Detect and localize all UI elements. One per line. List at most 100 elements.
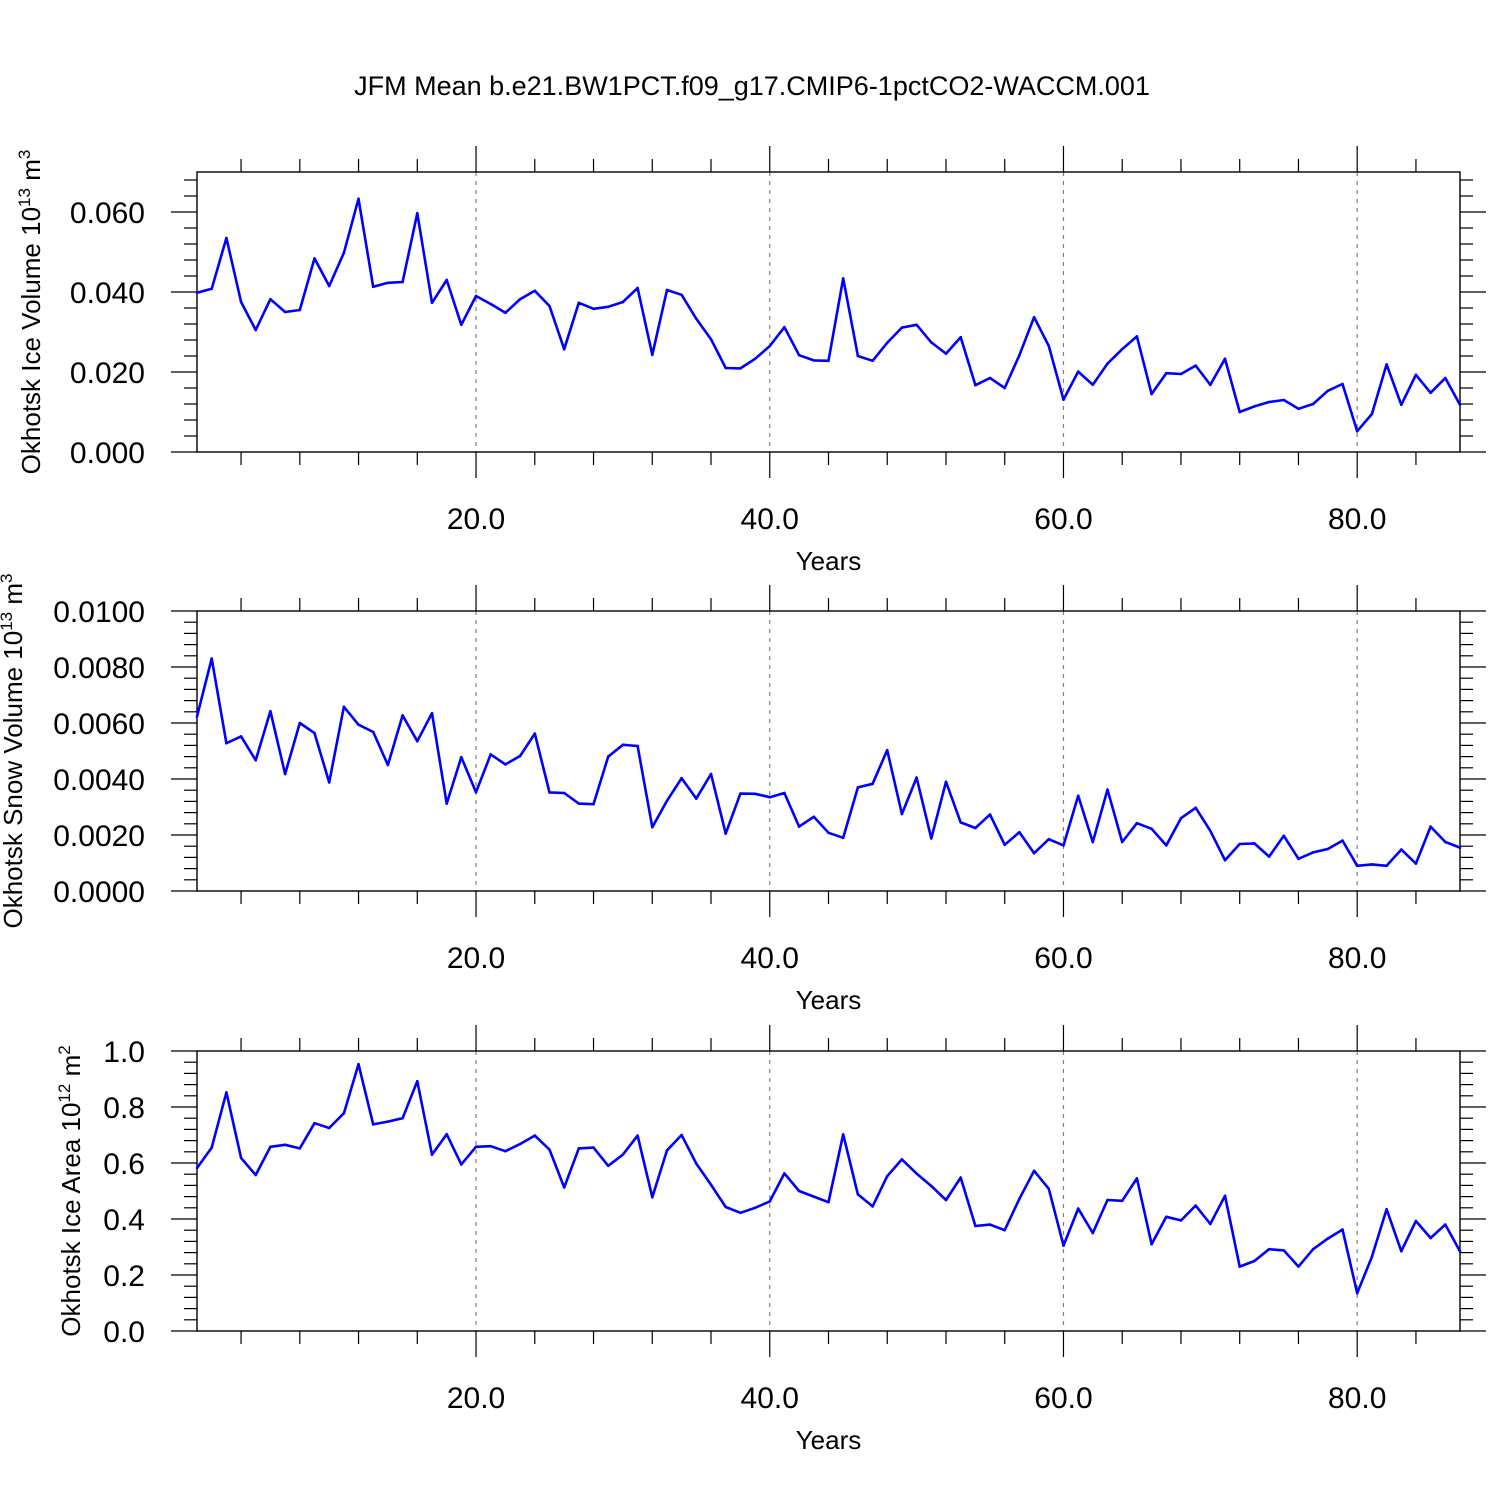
data-point (1032, 1169, 1036, 1173)
data-point (327, 284, 331, 288)
data-point (489, 1144, 493, 1148)
data-point (988, 1223, 992, 1226)
data-point (327, 1126, 331, 1130)
data-point (357, 1062, 360, 1066)
data-point (651, 353, 654, 357)
data-point (915, 776, 918, 779)
data-point (1385, 1207, 1388, 1211)
data-point (254, 328, 257, 332)
data-point (753, 357, 757, 361)
data-point (1326, 389, 1330, 393)
data-point (724, 366, 727, 370)
data-point (1120, 840, 1124, 844)
data-point (1282, 398, 1286, 402)
data-point (533, 732, 537, 735)
data-point (592, 802, 595, 806)
data-point (269, 1145, 272, 1149)
data-point (885, 748, 889, 752)
data-point (651, 825, 654, 829)
y-axis-label-exponent: 13 (15, 188, 34, 207)
data-point (401, 280, 404, 284)
data-point (944, 780, 948, 784)
data-point (1311, 1247, 1315, 1251)
data-point (1018, 1197, 1021, 1201)
data-point (269, 297, 272, 301)
data-point (900, 1158, 904, 1161)
data-point (974, 1224, 977, 1228)
data-point (210, 287, 213, 291)
data-point (1444, 1223, 1447, 1226)
data-point (1267, 855, 1271, 858)
data-point (313, 1121, 316, 1125)
data-point (606, 305, 610, 309)
data-point (254, 758, 257, 762)
data-point (724, 832, 727, 835)
y-axis-label-unit-exponent: 3 (15, 150, 34, 159)
data-point (812, 359, 816, 362)
data-point (827, 359, 830, 363)
y-tick-label: 0.8 (103, 1092, 145, 1125)
series-line (196, 197, 1462, 433)
data-point (1003, 843, 1006, 847)
y-tick-label: 0.0100 (53, 596, 145, 629)
data-point (474, 294, 478, 298)
series-line (195, 1062, 1462, 1295)
data-point (327, 781, 331, 784)
data-point (988, 376, 992, 380)
data-point (416, 211, 419, 215)
data-point (885, 341, 889, 345)
y-tick-label: 0.060 (70, 197, 145, 230)
data-point (988, 813, 992, 816)
data-point (1238, 410, 1241, 414)
data-point (1179, 816, 1183, 820)
data-point (665, 288, 669, 292)
data-point (959, 1176, 962, 1179)
data-point (871, 1205, 874, 1208)
y-tick-label: 0.4 (103, 1204, 145, 1237)
data-point (1076, 794, 1080, 798)
x-tick-label: 40.0 (741, 1382, 799, 1415)
data-point (357, 723, 360, 726)
data-point (768, 344, 772, 348)
data-point (1370, 412, 1374, 416)
data-point (695, 317, 698, 321)
data-point (1179, 1219, 1183, 1222)
data-point (930, 1184, 933, 1188)
data-point (1223, 858, 1227, 862)
data-point (841, 1133, 845, 1136)
data-point (1209, 1222, 1212, 1226)
y-tick-label: 0.0060 (53, 708, 145, 741)
y-tick-label: 0.020 (70, 357, 145, 390)
data-point (239, 300, 243, 304)
x-axis-label: Years (796, 1425, 862, 1455)
data-point (1267, 1247, 1271, 1251)
data-point (562, 791, 566, 795)
data-point (1282, 1249, 1286, 1252)
data-point (1444, 840, 1447, 844)
data-point (1429, 391, 1432, 395)
data-point (753, 1206, 757, 1210)
data-point (915, 323, 918, 327)
y-tick-label: 0.0020 (53, 820, 145, 853)
data-point (1018, 353, 1021, 357)
y-tick-label: 0.040 (70, 277, 145, 310)
plot-frame (196, 1050, 1461, 1332)
x-axis-label: Years (796, 546, 862, 576)
data-point (871, 782, 874, 786)
data-point (562, 347, 566, 351)
data-point (1209, 829, 1212, 833)
data-point (1076, 1207, 1080, 1210)
x-tick-label: 60.0 (1034, 1382, 1092, 1415)
data-point (885, 1174, 889, 1178)
data-point (1297, 857, 1300, 861)
data-point (504, 1149, 507, 1153)
data-point (1047, 837, 1051, 841)
data-point (606, 1164, 610, 1168)
data-point (283, 310, 287, 314)
y-axis-label: Okhotsk Ice Area 1012 m2 (55, 1045, 86, 1336)
data-point (1194, 364, 1197, 367)
data-point (460, 323, 463, 327)
data-point (1120, 347, 1124, 351)
data-point (900, 812, 904, 816)
